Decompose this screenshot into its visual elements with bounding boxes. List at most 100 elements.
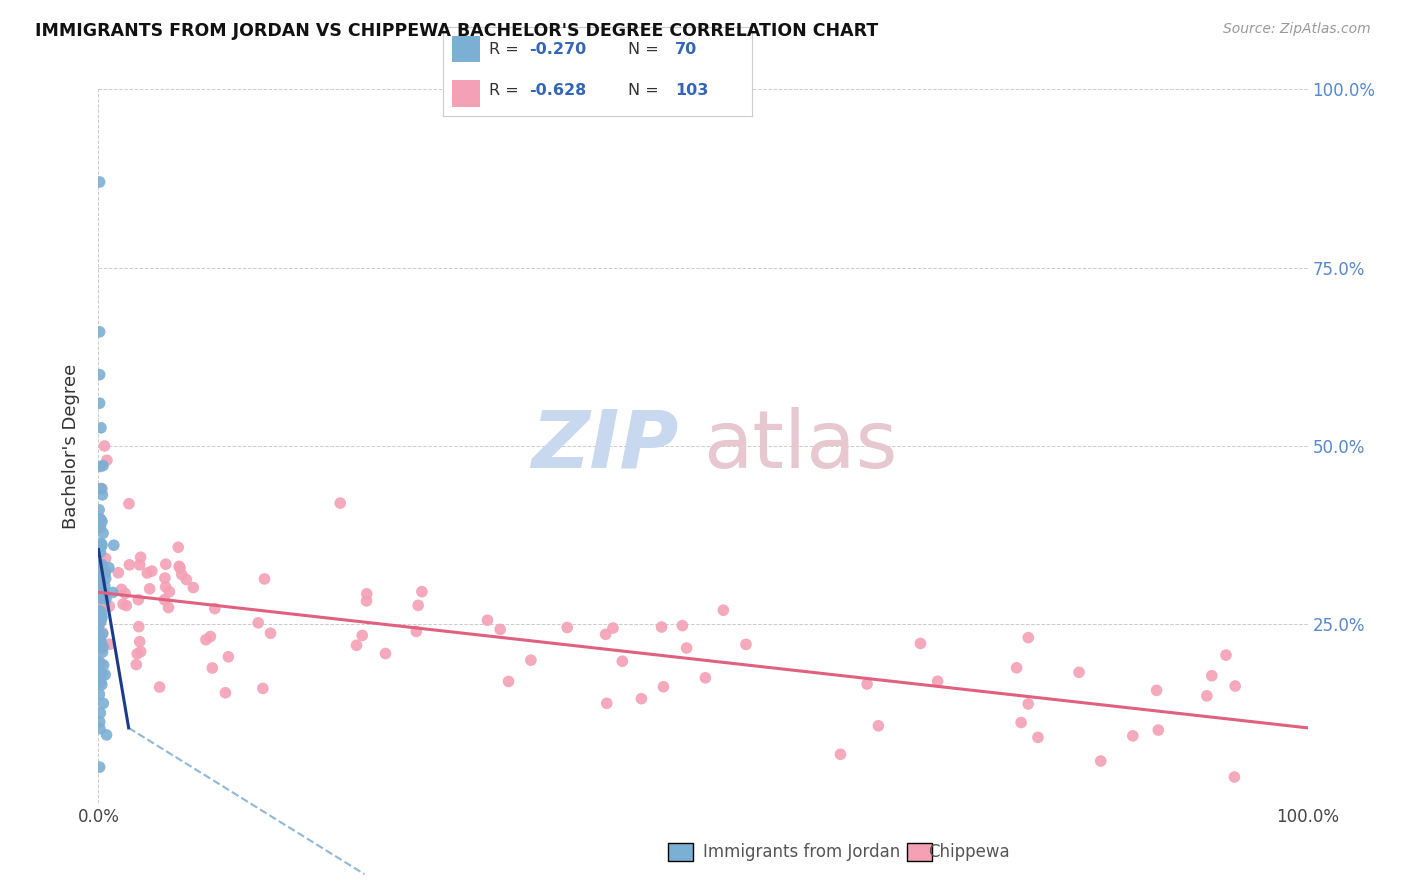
Point [91, 627, 114, 641]
Point [498, 674, 520, 689]
Point [90, 675, 112, 690]
Point [89, 592, 111, 607]
Point [89, 722, 111, 736]
Text: Immigrants from Jordan: Immigrants from Jordan [703, 843, 900, 861]
Point [555, 621, 578, 635]
Point [1017, 631, 1039, 645]
Point [129, 645, 152, 659]
Point [89, 609, 111, 624]
Point [101, 585, 124, 599]
Point [89, 604, 111, 618]
Text: -0.628: -0.628 [530, 84, 586, 98]
Point [711, 603, 734, 617]
Point [138, 582, 160, 596]
Point [91, 645, 114, 659]
Point [1005, 661, 1028, 675]
Point [671, 618, 693, 632]
Point [89, 520, 111, 534]
Point [89, 574, 111, 589]
Point [91, 515, 114, 529]
Point [247, 615, 270, 630]
Text: N =: N = [628, 84, 665, 98]
Point [329, 496, 352, 510]
Point [93, 658, 115, 673]
Point [90, 558, 112, 572]
Point [89, 760, 111, 774]
Point [90, 667, 112, 681]
Point [90, 568, 112, 582]
Point [595, 627, 617, 641]
Point [1147, 723, 1170, 737]
Point [98, 599, 121, 614]
Point [214, 686, 236, 700]
Point [167, 559, 190, 574]
Point [94, 551, 117, 566]
Point [96, 728, 118, 742]
Point [91, 559, 114, 574]
Point [91, 488, 114, 502]
Point [90, 635, 112, 649]
Point [204, 601, 226, 615]
Point [91, 591, 114, 606]
Text: Source: ZipAtlas.com: Source: ZipAtlas.com [1223, 22, 1371, 37]
Point [346, 638, 368, 652]
Text: N =: N = [628, 42, 665, 56]
Point [1146, 683, 1168, 698]
Point [89, 655, 111, 669]
Point [129, 550, 152, 565]
Point [115, 599, 138, 613]
Point [91, 538, 114, 552]
Point [406, 599, 429, 613]
Point [735, 637, 758, 651]
Point [128, 558, 150, 572]
Point [125, 657, 148, 672]
Point [89, 714, 111, 729]
Point [90, 513, 112, 527]
Point [127, 647, 149, 661]
Point [127, 592, 149, 607]
Point [596, 696, 619, 710]
Point [90, 678, 112, 692]
Point [93, 439, 115, 453]
Text: R =: R = [489, 84, 524, 98]
Point [89, 573, 111, 587]
Point [94, 567, 117, 582]
Point [374, 647, 396, 661]
Point [201, 661, 224, 675]
Point [695, 671, 717, 685]
Point [110, 582, 132, 597]
Point [90, 536, 112, 550]
Point [602, 621, 624, 635]
Point [489, 623, 512, 637]
Point [128, 634, 150, 648]
Point [128, 620, 150, 634]
Point [157, 600, 180, 615]
Point [169, 561, 191, 575]
Point [97, 560, 120, 574]
Point [87, 604, 110, 618]
Point [1195, 689, 1218, 703]
Point [98, 637, 121, 651]
Text: 70: 70 [675, 42, 697, 56]
Point [856, 677, 879, 691]
Point [157, 584, 180, 599]
Text: R =: R = [489, 42, 524, 56]
Point [91, 696, 114, 710]
Point [89, 570, 111, 584]
Point [1223, 770, 1246, 784]
Point [927, 674, 949, 689]
Text: -0.270: -0.270 [530, 42, 586, 56]
Text: 103: 103 [675, 84, 709, 98]
Point [90, 421, 112, 435]
Point [181, 581, 204, 595]
Point [170, 567, 193, 582]
Point [153, 592, 176, 607]
Point [91, 610, 114, 624]
Point [651, 620, 673, 634]
Point [107, 566, 129, 580]
Point [89, 613, 111, 627]
Point [153, 571, 176, 585]
Point [89, 396, 111, 410]
Point [87, 517, 110, 532]
Point [91, 640, 114, 654]
